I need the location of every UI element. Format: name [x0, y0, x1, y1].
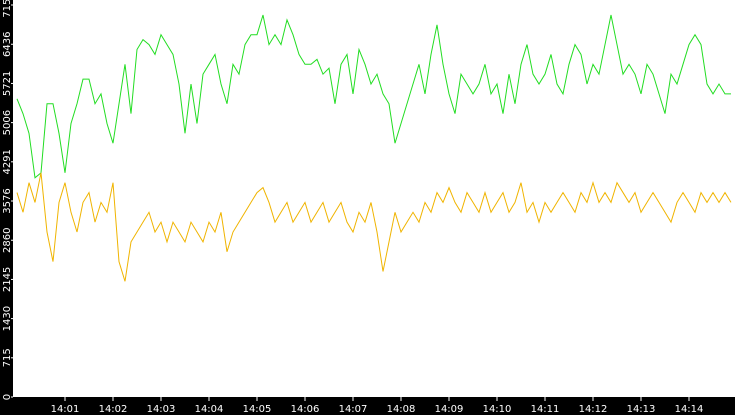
y-tick-label: 3576 — [2, 188, 13, 213]
plot-area — [13, 0, 735, 397]
x-tick-label: 14:03 — [147, 404, 176, 415]
y-tick-label: 715 — [2, 348, 13, 367]
x-tick-label: 14:08 — [387, 404, 416, 415]
x-tick-label: 14:04 — [195, 404, 224, 415]
x-tick-label: 14:01 — [51, 404, 80, 415]
x-tick-label: 14:06 — [291, 404, 320, 415]
y-tick-label: 4291 — [2, 149, 13, 174]
x-tick-label: 14:13 — [627, 404, 656, 415]
y-tick-label: 6436 — [2, 32, 13, 57]
x-tick-label: 14:05 — [243, 404, 272, 415]
x-tick-label: 14:12 — [579, 404, 608, 415]
y-tick-label: 7152 — [2, 0, 13, 18]
y-tick-label: 5006 — [2, 110, 13, 135]
x-tick-label: 14:07 — [339, 404, 368, 415]
series-line — [16, 172, 732, 282]
x-tick-label: 14:11 — [531, 404, 560, 415]
series-line — [16, 14, 731, 179]
x-tick-label: 14:02 — [99, 404, 128, 415]
y-tick-label: 2860 — [2, 228, 13, 253]
y-tick-label: 0 — [2, 394, 13, 400]
x-tick-label: 14:10 — [483, 404, 512, 415]
y-tick-label: 5721 — [2, 71, 13, 96]
y-tick-label: 1430 — [2, 306, 13, 331]
x-tick-label: 14:14 — [675, 404, 704, 415]
x-tick-label: 14:09 — [435, 404, 464, 415]
y-tick-label: 2145 — [2, 267, 13, 292]
